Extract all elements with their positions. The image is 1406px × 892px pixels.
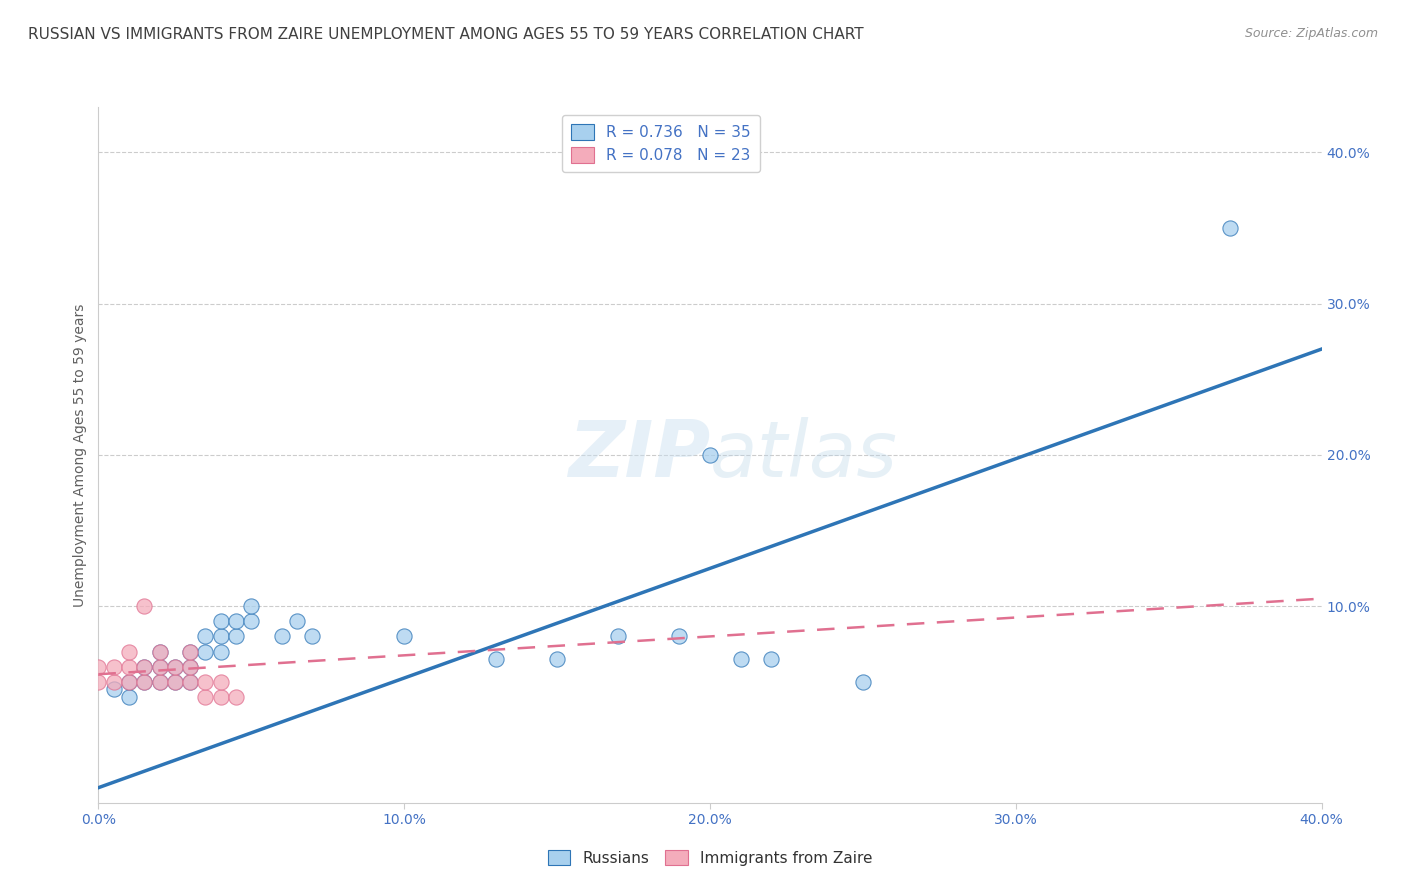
- Point: [759, 652, 782, 666]
- Point: [149, 659, 172, 673]
- Point: [179, 659, 201, 673]
- Point: [149, 644, 172, 658]
- Legend: Russians, Immigrants from Zaire: Russians, Immigrants from Zaire: [541, 844, 879, 871]
- Point: [103, 674, 125, 689]
- Point: [607, 629, 630, 643]
- Point: [392, 629, 416, 643]
- Point: [179, 659, 201, 673]
- Point: [103, 659, 125, 673]
- Point: [285, 615, 308, 629]
- Point: [163, 674, 186, 689]
- Point: [118, 674, 141, 689]
- Point: [118, 644, 141, 658]
- Text: ZIP: ZIP: [568, 417, 710, 493]
- Point: [149, 644, 172, 658]
- Point: [209, 674, 232, 689]
- Point: [225, 629, 247, 643]
- Point: [179, 674, 201, 689]
- Point: [209, 690, 232, 704]
- Point: [134, 659, 156, 673]
- Y-axis label: Unemployment Among Ages 55 to 59 years: Unemployment Among Ages 55 to 59 years: [73, 303, 87, 607]
- Point: [668, 629, 690, 643]
- Point: [209, 644, 232, 658]
- Point: [194, 690, 217, 704]
- Point: [118, 674, 141, 689]
- Text: atlas: atlas: [710, 417, 898, 493]
- Point: [118, 690, 141, 704]
- Point: [730, 652, 752, 666]
- Point: [149, 674, 172, 689]
- Point: [179, 644, 201, 658]
- Point: [149, 659, 172, 673]
- Point: [118, 659, 141, 673]
- Point: [179, 644, 201, 658]
- Point: [194, 644, 217, 658]
- Point: [149, 674, 172, 689]
- Point: [163, 659, 186, 673]
- Point: [87, 659, 110, 673]
- Point: [163, 659, 186, 673]
- Point: [240, 615, 263, 629]
- Point: [87, 674, 110, 689]
- Point: [1219, 221, 1241, 235]
- Point: [225, 615, 247, 629]
- Point: [194, 629, 217, 643]
- Point: [852, 674, 875, 689]
- Point: [209, 615, 232, 629]
- Point: [225, 690, 247, 704]
- Point: [194, 674, 217, 689]
- Point: [240, 599, 263, 614]
- Point: [103, 682, 125, 697]
- Point: [134, 599, 156, 614]
- Point: [485, 652, 508, 666]
- Point: [179, 674, 201, 689]
- Point: [134, 674, 156, 689]
- Text: RUSSIAN VS IMMIGRANTS FROM ZAIRE UNEMPLOYMENT AMONG AGES 55 TO 59 YEARS CORRELAT: RUSSIAN VS IMMIGRANTS FROM ZAIRE UNEMPLO…: [28, 27, 863, 42]
- Point: [134, 659, 156, 673]
- Point: [163, 674, 186, 689]
- Text: Source: ZipAtlas.com: Source: ZipAtlas.com: [1244, 27, 1378, 40]
- Point: [301, 629, 323, 643]
- Point: [699, 448, 721, 462]
- Point: [546, 652, 568, 666]
- Point: [134, 674, 156, 689]
- Point: [209, 629, 232, 643]
- Point: [270, 629, 292, 643]
